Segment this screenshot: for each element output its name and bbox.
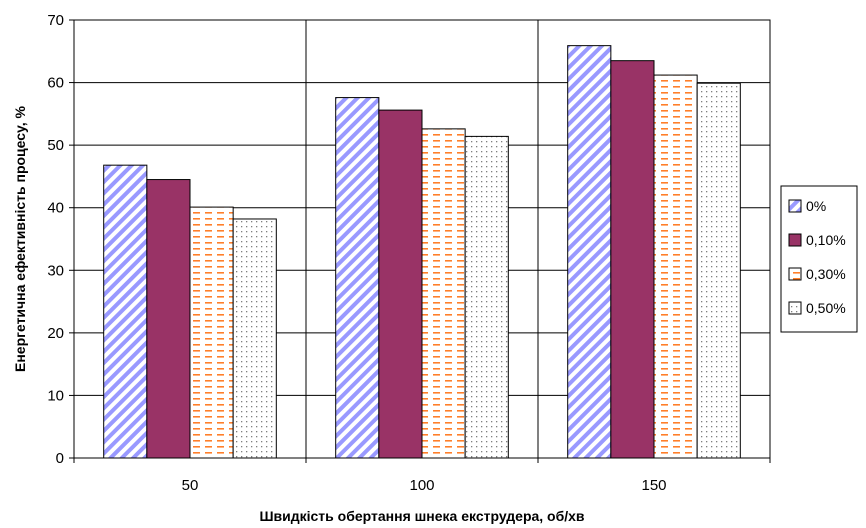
x-tick-label: 50 [182,477,199,494]
legend-label: 0,50% [806,300,846,316]
bar-0-10--100 [378,109,423,459]
y-tick-label: 0 [56,450,64,467]
bar-0-10--50 [146,179,191,459]
bar-0--150 [567,45,612,459]
bar-0-30--50 [189,206,234,459]
y-tick-label: 60 [47,75,64,92]
tick-labels: 0 10 20 30 40 50 60 70 50 100 150 [47,12,666,494]
y-tick-label: 50 [47,137,64,154]
y-tick-label: 30 [47,262,64,279]
y-tick-label: 20 [47,325,64,342]
legend-label: 0% [806,198,826,214]
y-tick-label: 70 [47,12,64,29]
legend-swatch [788,267,802,281]
bar-0-50--100 [464,135,509,459]
x-tick-label: 100 [409,477,434,494]
x-axis-title: Швидкість обертання шнека екструдера, об… [259,508,584,524]
axes [69,19,771,463]
bar-0-50--50 [232,218,277,459]
legend-swatch [788,199,802,213]
legend-swatch [788,301,802,315]
legend-label: 0,30% [806,266,846,282]
legend-label: 0,10% [806,232,846,248]
y-axis-title: Енергетична ефективність процесу, % [12,105,28,372]
bar-0--100 [335,97,380,459]
plot-area-frame [73,19,771,459]
bar-0-30--150 [653,74,698,459]
bar-0-50--150 [696,82,741,459]
legend-swatch [788,233,802,247]
legend: 0% 0,10% 0,30% 0,50% [780,185,858,333]
y-tick-label: 10 [47,387,64,404]
bar-0--50 [103,164,148,459]
bar-0-30--100 [421,128,466,459]
x-tick-label: 150 [641,477,666,494]
bars [103,45,741,459]
y-tick-label: 40 [47,200,64,217]
bar-0-10--150 [610,60,655,459]
